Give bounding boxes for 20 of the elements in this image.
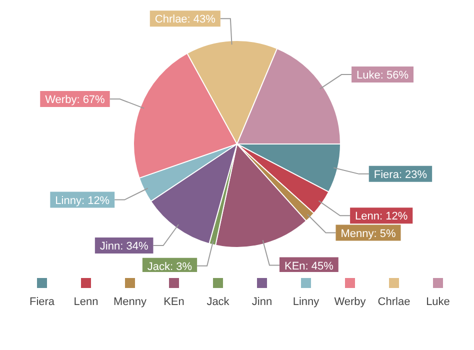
data-label: Chrlae: 43% — [154, 14, 216, 26]
legend-label: Chrlae — [378, 296, 410, 308]
data-label: Lenn: 12% — [355, 210, 408, 223]
data-label: Menny: 5% — [340, 228, 396, 240]
data-label: Linny: 12% — [55, 194, 110, 207]
legend-label: Jinn — [252, 296, 272, 308]
legend-label: Menny — [113, 296, 147, 308]
legend-label: Linny — [292, 296, 320, 308]
data-label: Fiera: 23% — [374, 168, 428, 181]
data-label: Jinn: 34% — [100, 240, 148, 253]
legend-label: Werby — [334, 296, 366, 308]
legend-label: KEn — [164, 296, 184, 308]
data-label: Werby: 67% — [45, 94, 106, 106]
legend-label: Fiera — [29, 296, 55, 308]
data-label: KEn: 45% — [284, 260, 334, 272]
legend-label: Luke — [426, 296, 450, 308]
legend-label: Jack — [206, 296, 230, 308]
legend-label: Lenn — [74, 296, 98, 308]
data-label: Jack: 3% — [147, 260, 192, 273]
data-label: Luke: 56% — [356, 70, 409, 82]
